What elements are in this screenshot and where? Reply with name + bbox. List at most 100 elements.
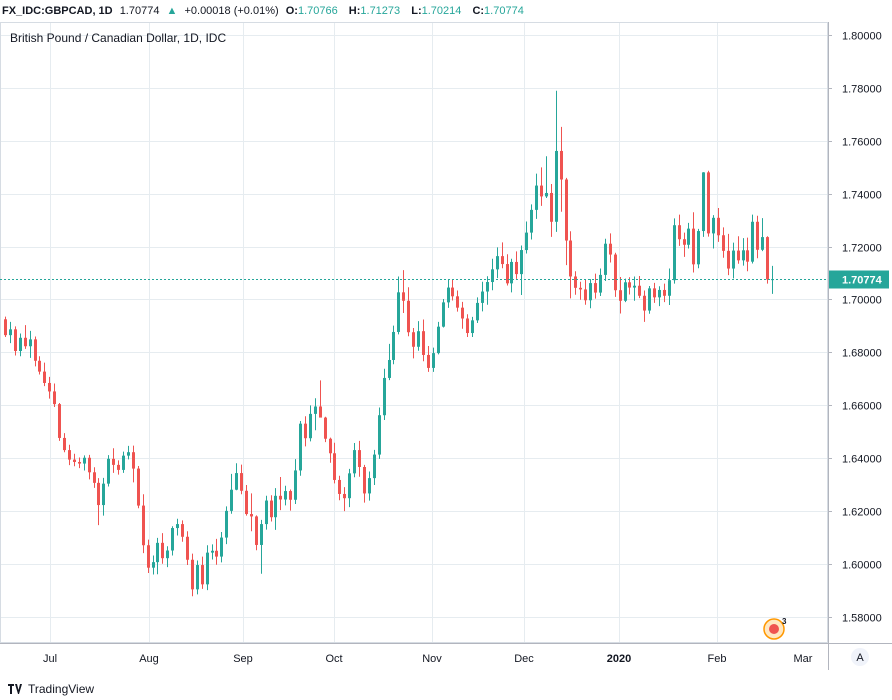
candle-body: [284, 491, 287, 500]
candle-body: [712, 217, 715, 234]
candle-body: [83, 457, 86, 464]
candle-body: [392, 331, 395, 360]
candle-body: [496, 256, 499, 270]
last-price-marker: [829, 270, 889, 289]
candle-body: [692, 228, 695, 265]
candle: [569, 231, 572, 299]
symbol-header: FX_IDC:GBPCAD, 1D 1.70774 ▲ +0.00018 (+0…: [0, 0, 892, 22]
candle-body: [560, 150, 563, 180]
candle: [476, 297, 479, 323]
candle-body: [737, 250, 740, 261]
candle-body: [501, 256, 504, 265]
candle: [737, 236, 740, 264]
candle-body: [9, 329, 12, 336]
auto-scale-bg: [851, 648, 869, 666]
candle: [220, 532, 223, 563]
candle-body: [614, 254, 617, 291]
footer-brand: TradingView: [28, 682, 95, 696]
candle-body: [658, 289, 661, 298]
candle: [127, 445, 130, 460]
candle: [456, 290, 459, 312]
x-tick-label: Feb: [708, 653, 727, 665]
candle: [447, 279, 450, 308]
candle: [432, 347, 435, 372]
candle: [147, 539, 150, 573]
candle-body: [97, 482, 100, 506]
candle-body: [766, 237, 769, 280]
candle-body: [633, 285, 636, 288]
candle-body: [255, 516, 258, 545]
candle: [24, 325, 27, 349]
candle-body: [638, 285, 641, 296]
candle-body: [619, 290, 622, 301]
auto-scale-button[interactable]: A: [851, 648, 869, 666]
candle-body: [314, 406, 317, 414]
candle: [668, 268, 671, 306]
candle: [746, 237, 749, 272]
candle-body: [225, 510, 228, 538]
change-value: +0.00018 (+0.01%): [184, 5, 279, 17]
candle: [274, 488, 277, 530]
candle-body: [142, 505, 145, 546]
tradingview-footer[interactable]: TradingView: [8, 680, 94, 698]
y-tick-label: 1.66000: [842, 401, 882, 413]
candle: [29, 330, 32, 358]
candle-body: [274, 495, 277, 518]
candle: [481, 281, 484, 312]
candle-body: [48, 382, 51, 392]
candle: [14, 326, 17, 356]
candle: [181, 520, 184, 542]
candle: [102, 477, 105, 516]
candle-body: [53, 391, 56, 405]
candle-body: [565, 179, 568, 241]
candle-body: [88, 457, 91, 473]
candle: [594, 273, 597, 299]
candle: [471, 316, 474, 337]
candle-body: [373, 454, 376, 479]
candle-body: [368, 478, 371, 494]
candle-body: [555, 150, 558, 222]
candle: [43, 362, 46, 387]
candle: [93, 467, 96, 488]
last-price-label: 1.70774: [842, 275, 883, 287]
candle-body: [93, 472, 96, 483]
candle-body: [338, 479, 341, 494]
candle: [137, 465, 140, 509]
candle: [304, 416, 307, 447]
candle: [363, 464, 366, 503]
candle: [643, 290, 646, 322]
candle: [161, 533, 164, 564]
candle: [417, 321, 420, 351]
candle-body: [260, 524, 263, 545]
high-value: 1.71273: [360, 5, 401, 17]
candle: [260, 519, 263, 574]
candle: [766, 236, 769, 284]
candle-body: [535, 185, 538, 210]
candle: [78, 457, 81, 469]
candle: [201, 556, 204, 589]
last-price: 1.70774: [119, 5, 160, 17]
candle: [166, 546, 169, 568]
candle: [687, 222, 690, 249]
candle-body: [68, 450, 71, 460]
candle-body: [4, 319, 7, 336]
candle-body: [668, 280, 671, 296]
candle: [289, 489, 292, 511]
candle-body: [506, 264, 509, 284]
candle-body: [132, 452, 135, 469]
candle-body: [520, 250, 523, 275]
candle: [451, 279, 454, 301]
x-tick-label: Jul: [43, 653, 57, 665]
events-badge-icon[interactable]: 3: [763, 617, 787, 640]
candle: [589, 279, 592, 309]
y-tick-label: 1.60000: [842, 560, 882, 572]
symbol-label[interactable]: FX_IDC:GBPCAD, 1D: [2, 5, 113, 17]
candle-body: [38, 360, 41, 372]
candle: [63, 433, 66, 453]
candle: [722, 227, 725, 258]
candle-body: [707, 172, 710, 234]
candle: [633, 276, 636, 301]
candle-body: [761, 237, 764, 250]
candle-body: [673, 225, 676, 281]
